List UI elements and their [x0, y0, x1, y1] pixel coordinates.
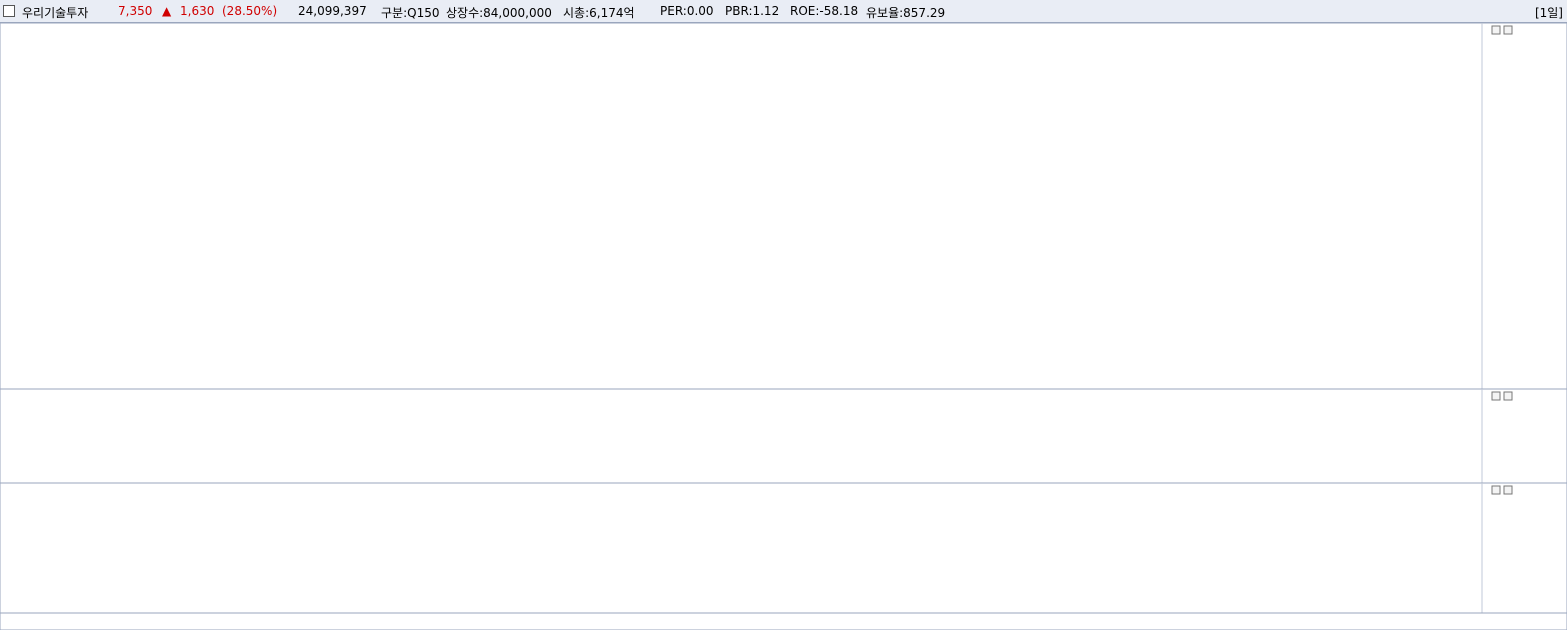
volume-value: 24,099,397 [298, 4, 367, 18]
up-arrow-icon: ▲ [162, 4, 172, 18]
pbr-info: PBR:1.12 [725, 4, 780, 18]
per-info: PER:0.00 [660, 4, 714, 18]
roe-info: ROE:-58.18 [790, 4, 859, 18]
volume-panel-frame [0, 388, 1567, 484]
current-price: 7,350 [118, 4, 153, 18]
stock-name[interactable]: 우리기술투자 [22, 6, 89, 20]
foreign-minimize-icon [1491, 485, 1501, 495]
foreign-close-icon [1503, 485, 1513, 495]
stock-chart[interactable]: 가격(수정)58204560120240락 7,0006,5006,0005,5… [0, 23, 1567, 630]
price-panel-frame [0, 23, 1567, 390]
stock-header: 우리기술투자 7,350 ▲ 1,630 (28.50%) 24,099,397… [0, 0, 1567, 23]
price-change-pct: (28.50%) [222, 4, 278, 18]
price-change: 1,630 [180, 4, 215, 18]
retention-info: 유보율:857.29 [866, 6, 946, 20]
select-checkbox[interactable] [3, 5, 15, 17]
volume-close-icon [1503, 391, 1513, 401]
volume-minimize-icon [1491, 391, 1501, 401]
foreign-panel-frame [0, 482, 1567, 614]
category-info: 구분:Q150 [381, 6, 440, 20]
x-axis-frame [0, 612, 1567, 630]
market-cap-info: 시총:6,174억 [563, 6, 635, 20]
shares-info: 상장수:84,000,000 [446, 6, 552, 20]
price-minimize-icon [1491, 25, 1501, 35]
period-selector[interactable]: [1일] [1534, 6, 1563, 20]
price-close-icon [1503, 25, 1513, 35]
